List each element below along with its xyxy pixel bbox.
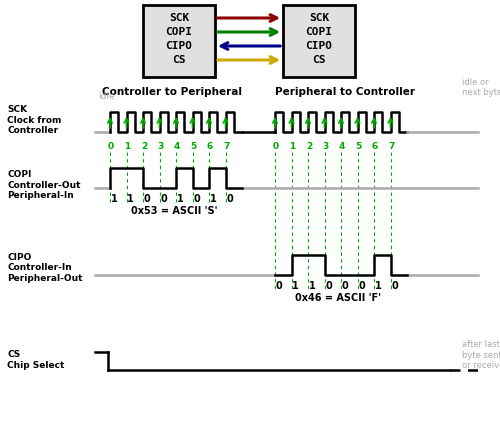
Text: CS
Chip Select: CS Chip Select xyxy=(7,350,64,370)
Text: 1: 1 xyxy=(290,142,296,150)
Text: 1: 1 xyxy=(375,281,382,291)
Text: 0: 0 xyxy=(276,281,282,291)
Text: SCK
Clock from
Controller: SCK Clock from Controller xyxy=(7,105,62,135)
Text: CIPO: CIPO xyxy=(306,41,332,51)
Text: COPI
Controller-Out
Peripheral-In: COPI Controller-Out Peripheral-In xyxy=(7,170,80,200)
Text: 7: 7 xyxy=(388,142,394,150)
Text: 4: 4 xyxy=(174,142,180,150)
Text: 5: 5 xyxy=(356,142,362,150)
Text: SCK: SCK xyxy=(169,13,189,23)
Text: idle or
next byte: idle or next byte xyxy=(462,78,500,97)
Text: 2: 2 xyxy=(306,142,312,150)
Text: COPI: COPI xyxy=(306,27,332,37)
Text: 1: 1 xyxy=(210,194,216,204)
Text: 0: 0 xyxy=(325,281,332,291)
Text: 1: 1 xyxy=(177,194,184,204)
Text: Controller to Peripheral: Controller to Peripheral xyxy=(102,87,242,97)
Text: CIPO: CIPO xyxy=(166,41,192,51)
Text: 4: 4 xyxy=(339,142,345,150)
Text: 0: 0 xyxy=(226,194,233,204)
Text: 7: 7 xyxy=(224,142,230,150)
Text: 0: 0 xyxy=(358,281,365,291)
Text: 1: 1 xyxy=(309,281,316,291)
Text: idle: idle xyxy=(98,92,114,101)
Text: 0x46 = ASCII 'F': 0x46 = ASCII 'F' xyxy=(295,293,381,303)
Text: Peripheral to Controller: Peripheral to Controller xyxy=(275,87,415,97)
Text: 0: 0 xyxy=(144,194,150,204)
Text: 1: 1 xyxy=(292,281,299,291)
Text: 0: 0 xyxy=(108,142,114,150)
Text: COPI: COPI xyxy=(166,27,192,37)
Text: SCK: SCK xyxy=(309,13,329,23)
Text: 5: 5 xyxy=(190,142,196,150)
Text: CS: CS xyxy=(172,55,186,65)
Text: 1: 1 xyxy=(124,142,130,150)
Text: 1: 1 xyxy=(127,194,134,204)
Text: 1: 1 xyxy=(111,194,117,204)
Text: 3: 3 xyxy=(158,142,164,150)
Text: 3: 3 xyxy=(322,142,328,150)
Text: 0: 0 xyxy=(160,194,167,204)
Text: 0: 0 xyxy=(193,194,200,204)
Text: after last
byte sent
or received: after last byte sent or received xyxy=(462,340,500,370)
Text: 6: 6 xyxy=(207,142,213,150)
Text: 0: 0 xyxy=(273,142,279,150)
Bar xyxy=(283,5,355,77)
Text: 0: 0 xyxy=(391,281,398,291)
Text: 0x53 = ASCII 'S': 0x53 = ASCII 'S' xyxy=(131,206,217,216)
Text: CIPO
Controller-In
Peripheral-Out: CIPO Controller-In Peripheral-Out xyxy=(7,253,82,283)
Text: 0: 0 xyxy=(342,281,348,291)
Text: 2: 2 xyxy=(141,142,147,150)
Text: 6: 6 xyxy=(372,142,378,150)
Bar xyxy=(143,5,215,77)
Text: CS: CS xyxy=(312,55,326,65)
